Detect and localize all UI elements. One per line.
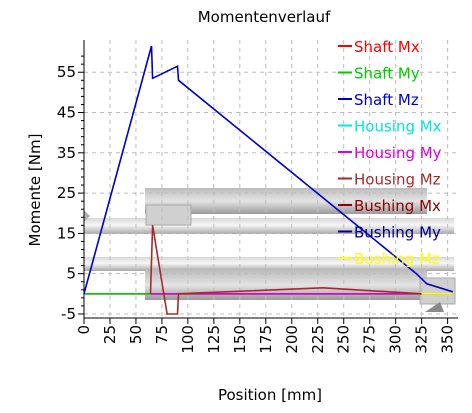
legend-entry: Housing My <box>354 144 442 162</box>
x-tick-label: 125 <box>205 325 223 354</box>
legend: Shaft Mx Shaft My Shaft Mz Housing Mx Housin… <box>338 38 442 268</box>
chart-title: Momentenverlauf <box>198 8 331 26</box>
legend-entry: Bushing Mx <box>354 197 441 215</box>
x-tick-label: 0 <box>75 325 93 335</box>
x-tick-label: 275 <box>361 325 379 354</box>
grid <box>83 40 458 318</box>
y-tick-label: -5 <box>61 305 76 323</box>
axes: -5 5 15 25 35 45 55 0 25 50 75 100 125 150 175 200 225 25… <box>57 40 458 354</box>
legend-entry: Shaft Mz <box>354 91 419 109</box>
x-tick-label: 300 <box>387 325 405 354</box>
series-line-shaft-mz <box>83 45 454 295</box>
legend-entry: Shaft Mx <box>354 38 420 56</box>
x-tick-label: 75 <box>153 325 171 344</box>
legend-entry: Shaft My <box>354 65 420 83</box>
y-tick-label: 35 <box>57 144 76 162</box>
legend-entry: Bushing My <box>354 224 441 242</box>
x-tick-label: 325 <box>413 325 431 354</box>
series-line-housing-mz <box>149 225 422 315</box>
x-tick-label: 25 <box>101 325 119 344</box>
x-tick-label: 200 <box>283 325 301 354</box>
legend-entry: Housing Mz <box>354 171 441 189</box>
y-axis-label: Momente [Nm] <box>26 134 44 247</box>
x-tick-label: 225 <box>309 325 327 354</box>
x-tick-label: 50 <box>127 325 145 344</box>
legend-entry: Housing Mx <box>354 118 442 136</box>
y-tick-label: 25 <box>57 184 76 202</box>
x-tick-label: 250 <box>335 325 353 354</box>
y-tick-label: 15 <box>57 224 76 242</box>
y-tick-label: 45 <box>57 104 76 122</box>
x-tick-label: 100 <box>179 325 197 354</box>
plot-area <box>83 45 454 315</box>
x-tick-label: 175 <box>257 325 275 354</box>
x-tick-label: 350 <box>439 325 457 354</box>
x-axis-label: Position [mm] <box>218 386 322 404</box>
y-tick-label: 55 <box>57 63 76 81</box>
y-tick-label: 5 <box>66 265 76 283</box>
legend-entry: Bushing Mz <box>354 250 440 268</box>
x-tick-label: 150 <box>231 325 249 354</box>
